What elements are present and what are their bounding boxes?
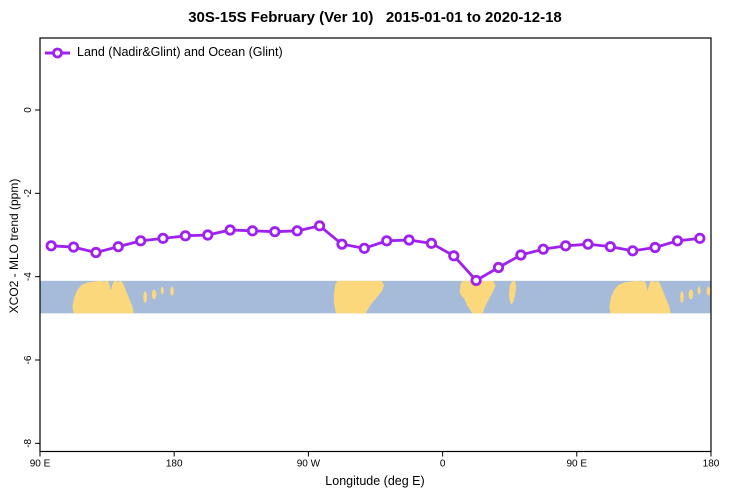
data-point (135, 235, 147, 247)
data-point (112, 241, 124, 253)
data-point (157, 232, 169, 244)
data-point (246, 225, 259, 237)
data-point (448, 250, 460, 262)
data-point (67, 241, 80, 253)
data-line (49, 224, 702, 282)
fiji-islands (170, 286, 174, 296)
data-point (582, 238, 594, 250)
australia-wrap (609, 280, 671, 314)
x-tick-label: 180 (166, 459, 183, 470)
y-tick-label: -8 (23, 438, 34, 447)
data-point (336, 238, 348, 250)
y-axis-title: XCO2 - MLO trend (ppm) (7, 178, 21, 314)
x-tick-label: 0 (440, 459, 446, 470)
x-tick-label: 180 (703, 459, 720, 470)
tonga-islands (160, 286, 164, 295)
madagascar (508, 280, 517, 305)
y-tick-label: -4 (23, 272, 34, 281)
plot-frame (39, 37, 712, 453)
data-point (671, 235, 684, 247)
fiji-islands-wrap (706, 286, 711, 296)
data-point (492, 261, 505, 274)
data-point (425, 237, 438, 249)
data-point (627, 245, 639, 257)
vanuatu-islands (151, 289, 157, 300)
africa (459, 280, 496, 314)
new-caledonia-islands-wrap (680, 291, 684, 303)
data-point (179, 230, 191, 242)
data-point (560, 240, 572, 252)
data-point (269, 226, 281, 238)
data-point (90, 246, 102, 259)
data-point (202, 229, 214, 241)
data-point (403, 234, 415, 246)
x-tick-label: 90 E (567, 459, 588, 470)
tonga-islands-wrap (697, 286, 701, 295)
data-point (604, 241, 616, 253)
data-point (358, 242, 370, 254)
new-caledonia-islands (143, 291, 147, 303)
x-tick-label: 90 E (30, 459, 51, 470)
data-point (694, 232, 706, 244)
data-point (45, 240, 57, 252)
south-america (333, 280, 385, 314)
data-point (381, 235, 393, 247)
y-tick-label: -6 (23, 355, 34, 364)
x-axis-title: Longitude (deg E) (325, 474, 425, 488)
vanuatu-islands-wrap (688, 289, 694, 300)
data-point (291, 225, 303, 237)
data-point (313, 220, 326, 232)
x-tick-label: 90 W (297, 459, 321, 470)
data-point (470, 274, 482, 287)
data-point (537, 243, 549, 255)
data-point (224, 224, 236, 236)
australia (72, 280, 134, 314)
legend-label: Land (Nadir&Glint) and Ocean (Glint) (77, 45, 283, 59)
legend-marker-point (52, 47, 63, 59)
data-point (649, 241, 661, 254)
data-point (515, 249, 527, 261)
y-tick-label: -2 (23, 188, 34, 197)
y-tick-label: 0 (23, 107, 34, 113)
chart-title: 30S-15S February (Ver 10) 2015-01-01 to … (188, 9, 562, 26)
